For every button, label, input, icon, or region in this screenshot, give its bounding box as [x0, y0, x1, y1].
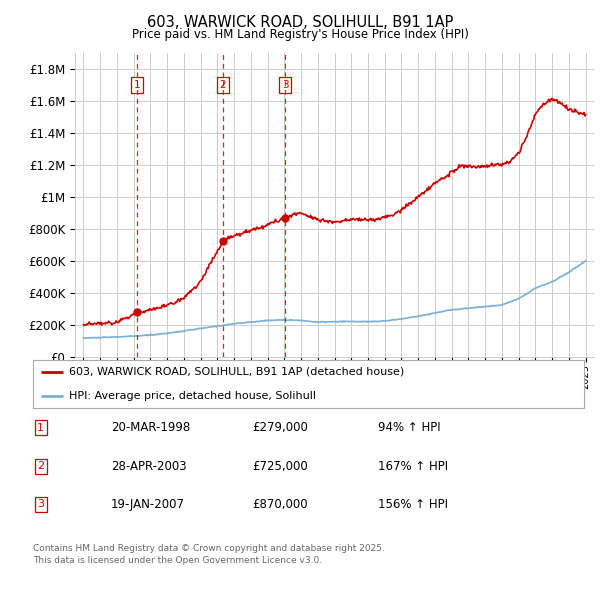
Text: 1: 1 — [134, 80, 140, 90]
Text: 603, WARWICK ROAD, SOLIHULL, B91 1AP: 603, WARWICK ROAD, SOLIHULL, B91 1AP — [147, 15, 453, 30]
Text: 3: 3 — [37, 500, 44, 509]
Text: 19-JAN-2007: 19-JAN-2007 — [111, 498, 185, 511]
Text: 2: 2 — [37, 461, 44, 471]
Text: £870,000: £870,000 — [252, 498, 308, 511]
Text: Price paid vs. HM Land Registry's House Price Index (HPI): Price paid vs. HM Land Registry's House … — [131, 28, 469, 41]
Text: £279,000: £279,000 — [252, 421, 308, 434]
Text: HPI: Average price, detached house, Solihull: HPI: Average price, detached house, Soli… — [69, 391, 316, 401]
Text: 94% ↑ HPI: 94% ↑ HPI — [378, 421, 440, 434]
Text: 28-APR-2003: 28-APR-2003 — [111, 460, 187, 473]
Text: 156% ↑ HPI: 156% ↑ HPI — [378, 498, 448, 511]
Text: 3: 3 — [282, 80, 289, 90]
Text: 1: 1 — [37, 423, 44, 432]
Text: 603, WARWICK ROAD, SOLIHULL, B91 1AP (detached house): 603, WARWICK ROAD, SOLIHULL, B91 1AP (de… — [69, 367, 404, 377]
Text: Contains HM Land Registry data © Crown copyright and database right 2025.: Contains HM Land Registry data © Crown c… — [33, 545, 385, 553]
Text: £725,000: £725,000 — [252, 460, 308, 473]
Text: 167% ↑ HPI: 167% ↑ HPI — [378, 460, 448, 473]
Text: 20-MAR-1998: 20-MAR-1998 — [111, 421, 190, 434]
Text: This data is licensed under the Open Government Licence v3.0.: This data is licensed under the Open Gov… — [33, 556, 322, 565]
Text: 2: 2 — [220, 80, 226, 90]
